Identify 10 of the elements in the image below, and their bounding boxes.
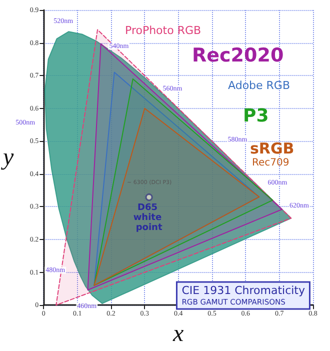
- annotation: D65 white point: [133, 203, 165, 234]
- text: CIE 1931 Chromaticity: [182, 284, 306, 297]
- series-label: ProPhoto RGB: [125, 24, 202, 37]
- text: P3: [243, 106, 269, 126]
- y-axis-title: y: [0, 144, 14, 171]
- x-axis-title: x: [172, 321, 184, 347]
- text: Rec2020: [192, 44, 284, 66]
- annotation: Rec709: [252, 158, 290, 168]
- series-label: sRGB: [250, 140, 294, 158]
- text: Adobe RGB: [228, 79, 290, 92]
